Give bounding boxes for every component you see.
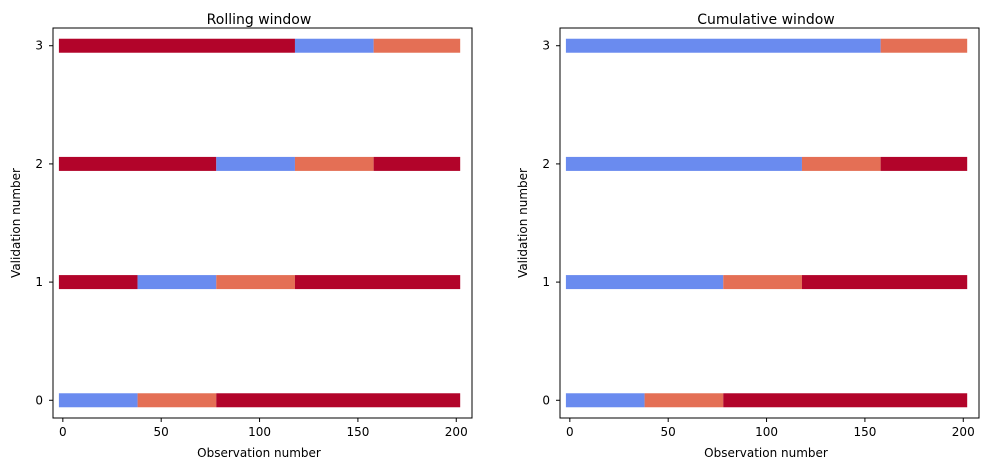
- x-axis-label: Observation number: [704, 446, 828, 460]
- y-tick-label: 0: [542, 393, 550, 407]
- bar-segment-test: [801, 156, 881, 171]
- y-tick-label: 2: [35, 157, 43, 171]
- bar-segment-unused: [801, 275, 968, 290]
- bar-segment-train: [565, 275, 724, 290]
- x-tick-label: 50: [661, 425, 676, 439]
- bar-segment-test: [880, 38, 968, 53]
- bar-segment-unused: [216, 393, 461, 408]
- bar-segment-train: [565, 38, 881, 53]
- bar-segment-test: [294, 156, 374, 171]
- chart-title: Cumulative window: [697, 12, 834, 28]
- x-tick-label: 100: [248, 425, 271, 439]
- rolling-window-panel: Rolling window 0 50 100 150 200 0 1 2 3 Observa…: [9, 12, 473, 460]
- chart-title: Rolling window: [207, 12, 312, 28]
- bar-segments: [58, 38, 461, 408]
- x-tick-label: 0: [59, 425, 67, 439]
- x-axis-ticks: 0 50 100 150 200: [566, 418, 975, 439]
- bar-segment-test: [373, 38, 461, 53]
- cumulative-window-panel: Cumulative window 0 50 100 150 200 0 1 2 3 Obse…: [516, 12, 980, 460]
- bar-segment-test: [723, 275, 802, 290]
- x-tick-label: 200: [445, 425, 468, 439]
- bar-segment-unused: [373, 156, 461, 171]
- x-tick-label: 0: [566, 425, 574, 439]
- y-tick-label: 1: [35, 275, 43, 289]
- x-tick-label: 200: [952, 425, 975, 439]
- bar-segment-train: [565, 393, 645, 408]
- bar-segment-train: [58, 393, 138, 408]
- bar-segment-test: [216, 275, 295, 290]
- y-tick-label: 3: [35, 39, 43, 53]
- y-tick-label: 1: [542, 275, 550, 289]
- bar-segment-train: [565, 156, 802, 171]
- bar-segment-test: [644, 393, 724, 408]
- x-tick-label: 50: [154, 425, 169, 439]
- bar-segment-unused: [58, 156, 217, 171]
- y-axis-label: Validation number: [516, 168, 530, 278]
- x-axis-label: Observation number: [197, 446, 321, 460]
- bar-segment-unused: [58, 38, 295, 53]
- x-tick-label: 100: [755, 425, 778, 439]
- y-tick-label: 0: [35, 393, 43, 407]
- bar-segment-test: [137, 393, 217, 408]
- y-tick-label: 2: [542, 157, 550, 171]
- bar-segments: [565, 38, 968, 408]
- plot-frame: [52, 27, 473, 419]
- bar-segment-unused: [723, 393, 968, 408]
- x-axis-ticks: 0 50 100 150 200: [59, 418, 468, 439]
- bar-segment-train: [294, 38, 374, 53]
- bar-segment-unused: [58, 275, 138, 290]
- y-axis-label: Validation number: [9, 168, 23, 278]
- x-tick-label: 150: [346, 425, 369, 439]
- bar-segment-train: [137, 275, 217, 290]
- x-tick-label: 150: [853, 425, 876, 439]
- bar-segment-train: [216, 156, 295, 171]
- y-axis-ticks: 0 1 2 3: [542, 39, 560, 407]
- bar-segment-unused: [294, 275, 461, 290]
- plot-frame: [559, 27, 980, 419]
- y-tick-label: 3: [542, 39, 550, 53]
- bar-segment-unused: [880, 156, 968, 171]
- y-axis-ticks: 0 1 2 3: [35, 39, 53, 407]
